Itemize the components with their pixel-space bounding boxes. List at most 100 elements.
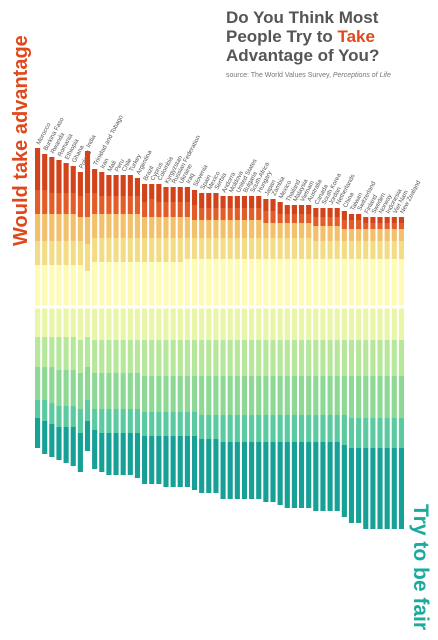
bar-segment-fair (348, 448, 355, 523)
bar-segment-advantage (234, 220, 240, 238)
bar-segment-fair (156, 436, 162, 484)
bar-segment-advantage (391, 241, 397, 259)
bar-segment-fair (263, 340, 269, 376)
bar-segment-advantage (263, 211, 269, 223)
bar-segment-advantage (156, 184, 162, 202)
bar-segment-fair (334, 376, 340, 415)
bar-segment-fair (213, 415, 219, 439)
bar-segment-advantage (284, 205, 290, 214)
bar-segment-advantage (298, 214, 305, 223)
bar-segment-advantage (320, 208, 326, 217)
bar-segment-fair (106, 373, 112, 409)
bar-segment-fair (227, 307, 233, 340)
bar-segment-advantage (263, 199, 269, 211)
bar-segment-advantage (348, 229, 355, 241)
bar-segment-advantage (84, 217, 91, 244)
bar-segment-advantage (206, 208, 212, 220)
bar-segment-advantage (206, 238, 212, 259)
bar-segment-advantage (177, 217, 183, 238)
bar-segment-advantage (320, 241, 326, 259)
bar-segment-fair (49, 367, 55, 403)
bar-segment-advantage (113, 238, 119, 262)
bar-segment-advantage (56, 265, 62, 307)
bar-segment-fair (227, 442, 233, 499)
bar-segment-fair (163, 376, 169, 412)
bar-segment-fair (327, 340, 333, 376)
bar-segment-fair (348, 307, 355, 340)
bar-segment-advantage (306, 223, 312, 238)
bar-segment-fair (306, 307, 312, 340)
bar-segment-advantage (42, 241, 48, 265)
bar-segment-fair (391, 307, 397, 340)
bar-segment-fair (35, 307, 41, 337)
bar-segment-advantage (220, 220, 226, 238)
bar-segment-fair (134, 340, 141, 373)
bar-segment-advantage (363, 217, 369, 223)
bar-segment-advantage (398, 229, 405, 241)
bar-segment-advantage (234, 238, 240, 259)
bar-segment-fair (291, 442, 297, 508)
bar-segment-fair (370, 418, 376, 448)
bar-segment-fair (249, 340, 255, 376)
bar-segment-fair (356, 448, 362, 523)
bar-segment-fair (70, 307, 76, 337)
bar-segment-fair (56, 370, 62, 406)
bar-segment-fair (163, 307, 169, 340)
bar-segment-advantage (298, 238, 305, 259)
baseline-divider (33, 305, 408, 309)
bar-segment-fair (70, 370, 76, 406)
bar-segment-fair (356, 340, 362, 376)
bar-segment-fair (156, 376, 162, 412)
bar-segment-advantage (298, 259, 305, 307)
bar-segment-advantage (306, 259, 312, 307)
bar-segment-fair (134, 433, 141, 478)
bar-segment-advantage (213, 220, 219, 238)
bar-segment-fair (384, 376, 390, 418)
bar-segment-advantage (356, 214, 362, 220)
bar-segment-fair (370, 307, 376, 340)
bar-segment-advantage (363, 241, 369, 259)
bar-segment-fair (398, 307, 405, 340)
bar-segment-advantage (142, 262, 148, 307)
bar-segment-advantage (70, 265, 76, 307)
bar-segment-fair (291, 415, 297, 442)
bar-segment-advantage (241, 238, 248, 259)
bar-segment-advantage (348, 220, 355, 229)
bar-segment-advantage (391, 217, 397, 223)
bar-segment-advantage (291, 205, 297, 214)
bar-segment-fair (184, 436, 190, 487)
bar-segment-fair (206, 439, 212, 493)
bar-segment-advantage (356, 229, 362, 241)
bar-segment-advantage (270, 259, 276, 307)
side-label-be-fair: Try to be fair (409, 504, 432, 631)
bar-segment-advantage (291, 214, 297, 223)
bar-segment-advantage (199, 259, 205, 307)
bar-segment-fair (356, 376, 362, 418)
bar-segment-advantage (120, 214, 126, 238)
bar-segment-advantage (341, 229, 347, 241)
bar-segment-fair (220, 340, 226, 376)
bar-segment-advantage (384, 217, 390, 223)
bar-segment-advantage (327, 217, 333, 226)
bar-segment-advantage (256, 238, 262, 259)
bar-segment-advantage (227, 238, 233, 259)
bar-segment-fair (306, 415, 312, 442)
title-line-2-text: People Try to (226, 27, 338, 46)
bar-segment-fair (84, 367, 91, 400)
bar-segment-fair (120, 409, 126, 433)
bar-segment-advantage (284, 238, 290, 259)
bar-segment-advantage (156, 217, 162, 238)
bar-segment-fair (277, 340, 283, 376)
bar-segment-advantage (306, 238, 312, 259)
bar-segment-advantage (348, 259, 355, 307)
bar-segment-advantage (270, 223, 276, 238)
bar-segment-advantage (120, 175, 126, 196)
bar-segment-fair (284, 442, 290, 508)
bar-segment-advantage (63, 241, 69, 265)
bar-segment-advantage (306, 214, 312, 223)
bar-segment-fair (177, 340, 183, 376)
bar-segment-advantage (348, 214, 355, 220)
bar-segment-fair (106, 307, 112, 340)
bar-segment-advantage (77, 217, 83, 241)
bar-segment-fair (270, 415, 276, 442)
